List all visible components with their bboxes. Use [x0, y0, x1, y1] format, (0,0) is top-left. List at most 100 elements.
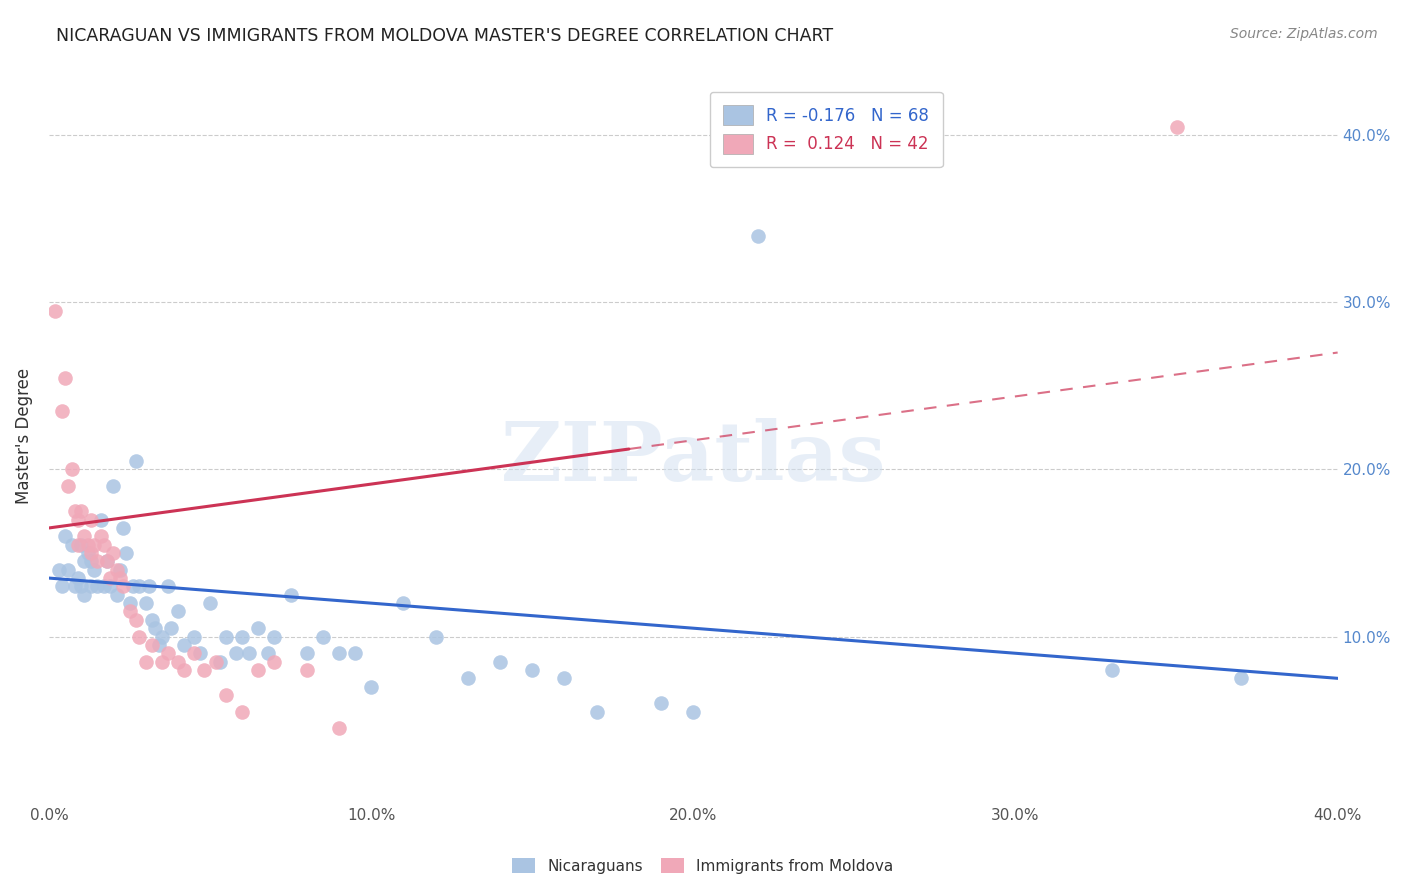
Point	[66, 513, 89, 527]
Point	[44, 303, 66, 318]
Point	[208, 655, 231, 669]
Point	[76, 538, 98, 552]
Point	[205, 655, 228, 669]
Point	[105, 588, 128, 602]
Point	[183, 646, 205, 660]
Point	[295, 663, 318, 677]
Point	[83, 563, 105, 577]
Point	[51, 579, 73, 593]
Point	[173, 638, 195, 652]
Point	[360, 680, 382, 694]
Point	[747, 228, 769, 243]
Point	[89, 513, 111, 527]
Point	[328, 646, 350, 660]
Point	[48, 563, 70, 577]
Point	[522, 663, 544, 677]
Point	[66, 538, 89, 552]
Point	[231, 705, 253, 719]
Point	[125, 613, 148, 627]
Point	[344, 646, 367, 660]
Point	[1166, 120, 1188, 134]
Point	[263, 630, 285, 644]
Point	[553, 671, 575, 685]
Point	[73, 588, 96, 602]
Point	[166, 655, 188, 669]
Point	[157, 646, 180, 660]
Point	[60, 462, 83, 476]
Point	[190, 646, 212, 660]
Point	[70, 504, 93, 518]
Point	[83, 538, 105, 552]
Point	[135, 655, 157, 669]
Point	[215, 630, 238, 644]
Point	[105, 563, 128, 577]
Point	[93, 579, 115, 593]
Point	[112, 521, 135, 535]
Text: NICARAGUAN VS IMMIGRANTS FROM MOLDOVA MASTER'S DEGREE CORRELATION CHART: NICARAGUAN VS IMMIGRANTS FROM MOLDOVA MA…	[56, 27, 834, 45]
Point	[231, 630, 253, 644]
Point	[96, 554, 118, 568]
Point	[98, 571, 121, 585]
Point	[138, 579, 160, 593]
Point	[489, 655, 512, 669]
Point	[425, 630, 447, 644]
Point	[585, 705, 607, 719]
Point	[141, 638, 163, 652]
Point	[80, 546, 103, 560]
Point	[157, 579, 180, 593]
Point	[103, 479, 125, 493]
Point	[118, 596, 141, 610]
Point	[215, 688, 238, 702]
Point	[128, 579, 150, 593]
Point	[141, 613, 163, 627]
Legend: Nicaraguans, Immigrants from Moldova: Nicaraguans, Immigrants from Moldova	[506, 852, 900, 880]
Point	[73, 554, 96, 568]
Point	[51, 404, 73, 418]
Text: Source: ZipAtlas.com: Source: ZipAtlas.com	[1230, 27, 1378, 41]
Point	[63, 579, 86, 593]
Point	[89, 529, 111, 543]
Point	[257, 646, 280, 660]
Point	[76, 546, 98, 560]
Point	[53, 529, 76, 543]
Point	[112, 579, 135, 593]
Point	[118, 605, 141, 619]
Point	[80, 513, 103, 527]
Point	[166, 605, 188, 619]
Point	[70, 579, 93, 593]
Point	[1230, 671, 1253, 685]
Point	[86, 579, 108, 593]
Point	[125, 454, 148, 468]
Point	[1101, 663, 1123, 677]
Point	[148, 638, 170, 652]
Point	[93, 538, 115, 552]
Point	[108, 563, 131, 577]
Point	[86, 554, 108, 568]
Point	[63, 504, 86, 518]
Point	[60, 538, 83, 552]
Point	[73, 529, 96, 543]
Point	[98, 579, 121, 593]
Point	[143, 621, 166, 635]
Point	[121, 579, 143, 593]
Point	[682, 705, 704, 719]
Point	[263, 655, 285, 669]
Text: ZIPatlas: ZIPatlas	[501, 418, 886, 498]
Point	[198, 596, 221, 610]
Point	[80, 579, 103, 593]
Point	[96, 554, 118, 568]
Point	[280, 588, 302, 602]
Point	[238, 646, 260, 660]
Point	[225, 646, 247, 660]
Point	[150, 655, 173, 669]
Point	[115, 546, 138, 560]
Point	[150, 630, 173, 644]
Point	[183, 630, 205, 644]
Point	[58, 479, 80, 493]
Point	[128, 630, 150, 644]
Point	[328, 722, 350, 736]
Point	[650, 697, 672, 711]
Point	[312, 630, 335, 644]
Point	[58, 563, 80, 577]
Legend: R = -0.176   N = 68, R =  0.124   N = 42: R = -0.176 N = 68, R = 0.124 N = 42	[710, 92, 942, 167]
